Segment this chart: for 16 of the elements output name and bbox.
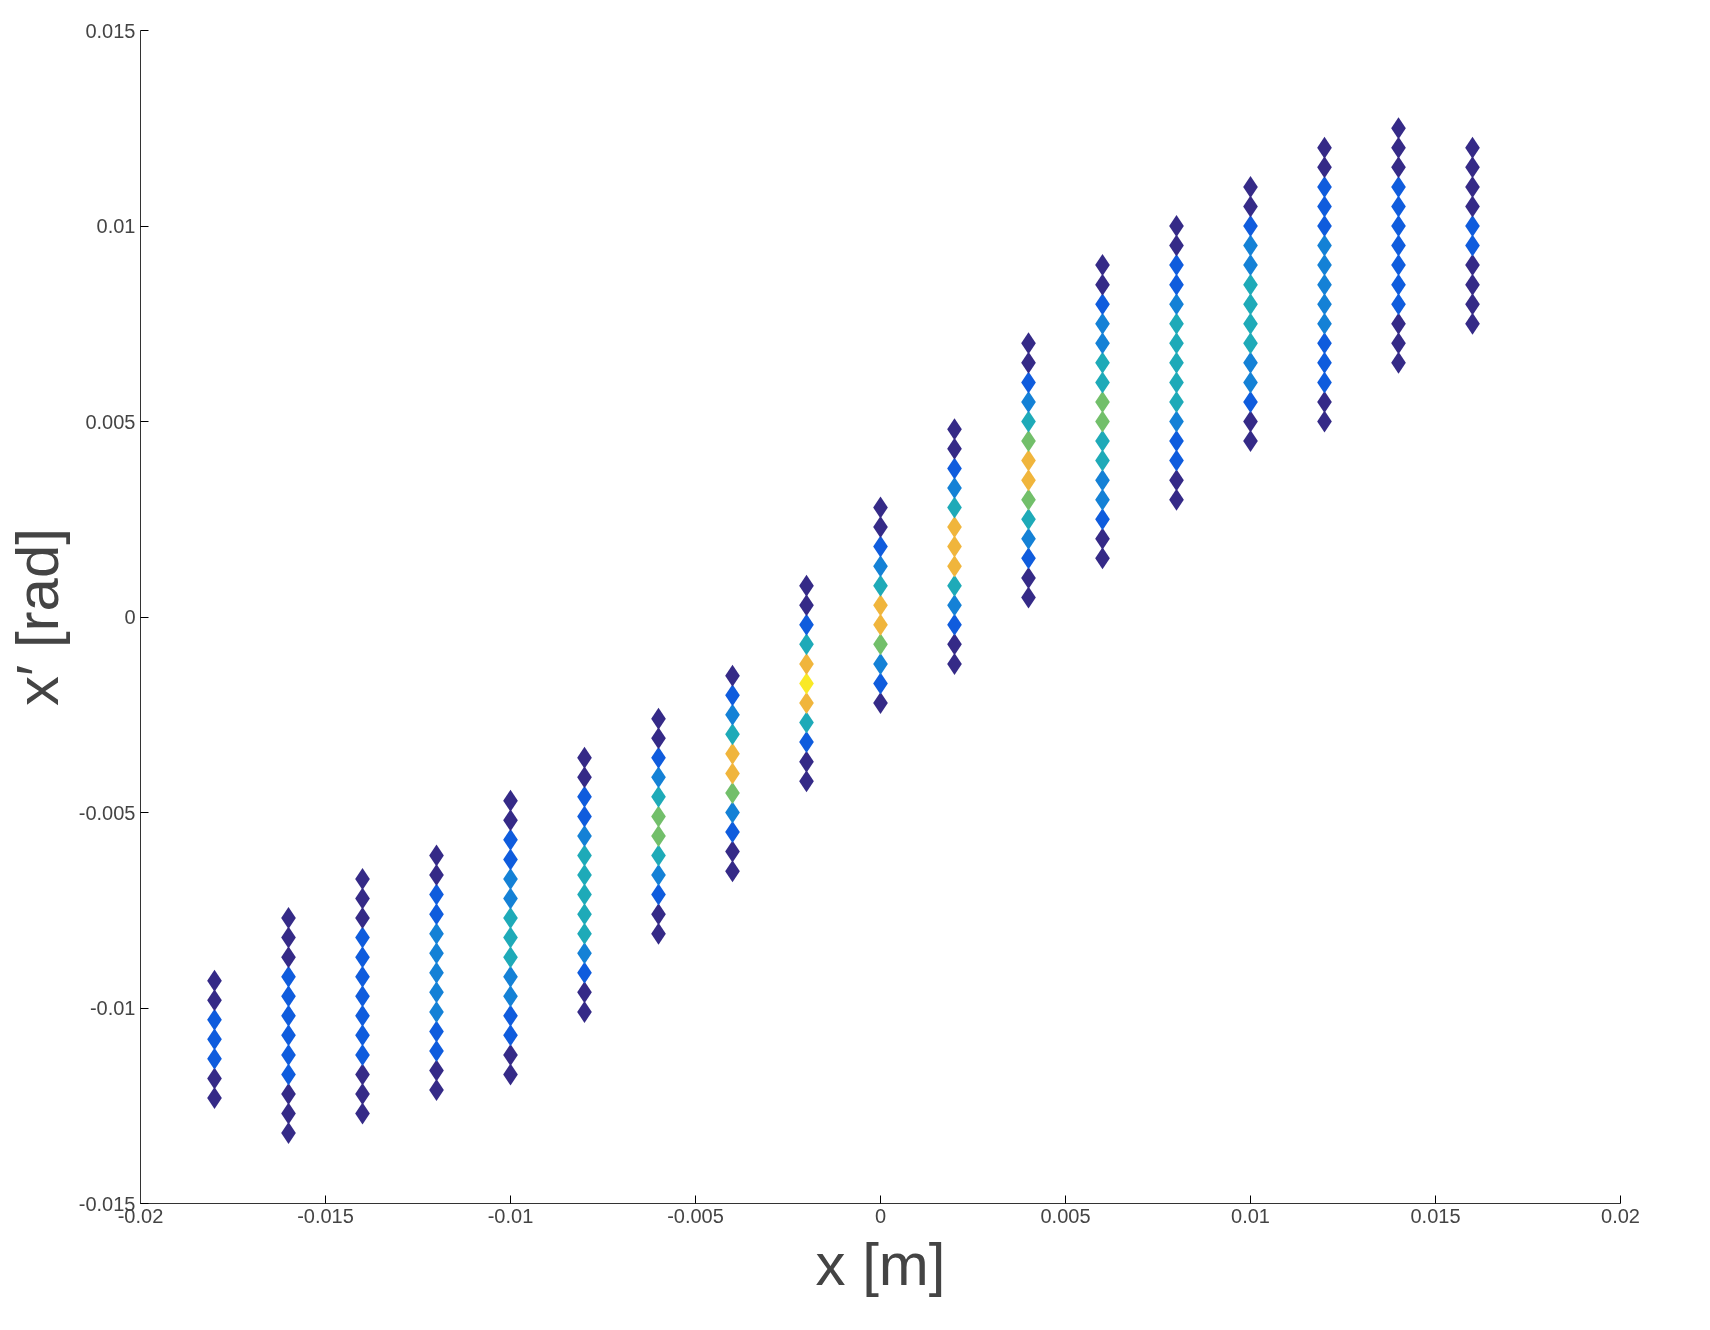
y-tick-label: 0.01	[96, 215, 136, 237]
x-tick-label: 0.015	[1410, 1204, 1461, 1227]
y-tick-label: -0.005	[78, 801, 136, 824]
x-tick-label: 0.01	[1231, 1204, 1270, 1227]
y-tick-label: 0.015	[85, 19, 136, 42]
x-tick-label: -0.015	[297, 1204, 354, 1227]
x-tick-label: -0.01	[487, 1204, 534, 1227]
x-tick-label: 0	[874, 1204, 887, 1227]
x-axis-title: x [m]	[815, 1230, 946, 1298]
x-tick-label: -0.005	[667, 1204, 724, 1227]
y-tick-label: 0.005	[85, 410, 136, 433]
y-tick-label: -0.01	[89, 997, 136, 1019]
y-axis-title: x′ [rad]	[3, 528, 71, 706]
x-tick-label: 0.005	[1040, 1204, 1091, 1227]
y-tick-label: 0	[124, 606, 136, 628]
x-tick-label: 0.02	[1601, 1204, 1640, 1227]
